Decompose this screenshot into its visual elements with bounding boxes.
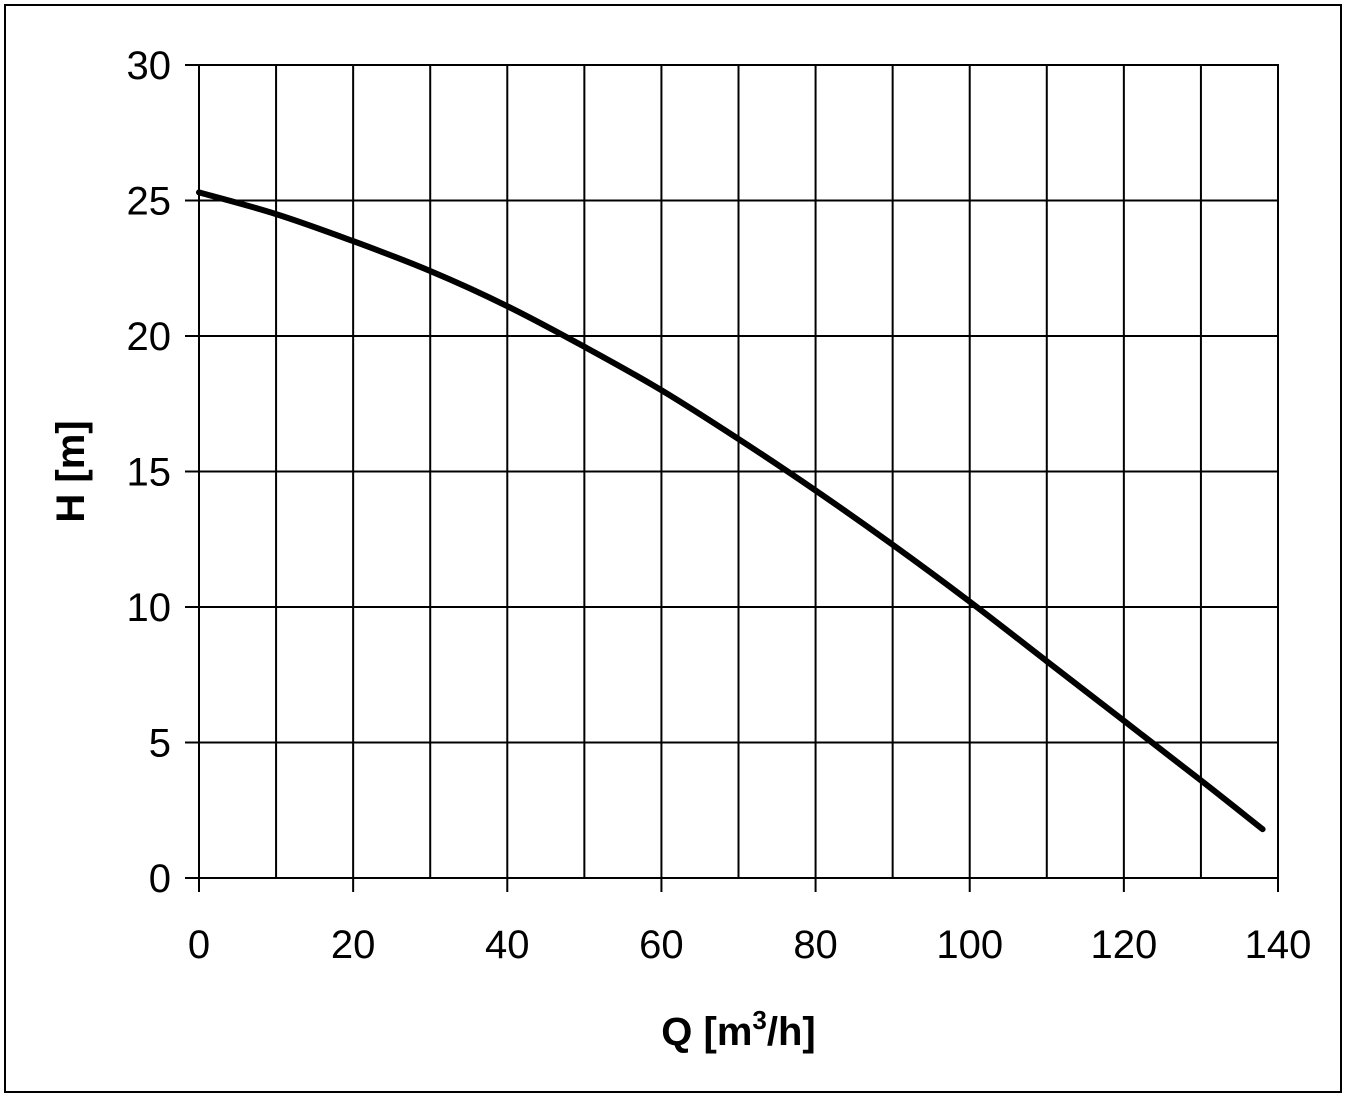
x-tick-label: 0 — [188, 923, 210, 967]
y-tick-label: 25 — [127, 180, 172, 224]
y-tick-label: 0 — [149, 857, 171, 901]
x-tick-label: 80 — [793, 923, 838, 967]
y-tick-label: 30 — [127, 44, 172, 88]
x-tick-label: 60 — [639, 923, 684, 967]
series-line — [196, 189, 1266, 833]
series-layer — [196, 189, 1266, 833]
y-tick-label: 20 — [127, 315, 172, 359]
x-tick-label: 120 — [1090, 923, 1157, 967]
y-tick-label: 10 — [127, 586, 172, 630]
x-tick-label: 100 — [936, 923, 1003, 967]
y-tick-label: 15 — [127, 451, 172, 495]
x-axis-title-superscript: 3 — [752, 1005, 766, 1035]
chart-frame — [4, 4, 1342, 1093]
grid — [198, 64, 1279, 879]
y-axis-title: H [m] — [49, 420, 93, 522]
x-axis-title: Q [m3/h] — [661, 1005, 815, 1054]
x-tick-label: 20 — [331, 923, 376, 967]
x-axis-title-main: Q [m — [661, 1010, 752, 1054]
x-axis-title-rest: /h] — [767, 1010, 816, 1054]
x-tick-label: 40 — [485, 923, 530, 967]
axis-ticks: 0 5 10 15 20 25 30 0 20 40 60 80 100 120 140 — [127, 44, 1312, 967]
y-tick-label: 5 — [149, 722, 171, 766]
x-tick-label: 140 — [1245, 923, 1312, 967]
